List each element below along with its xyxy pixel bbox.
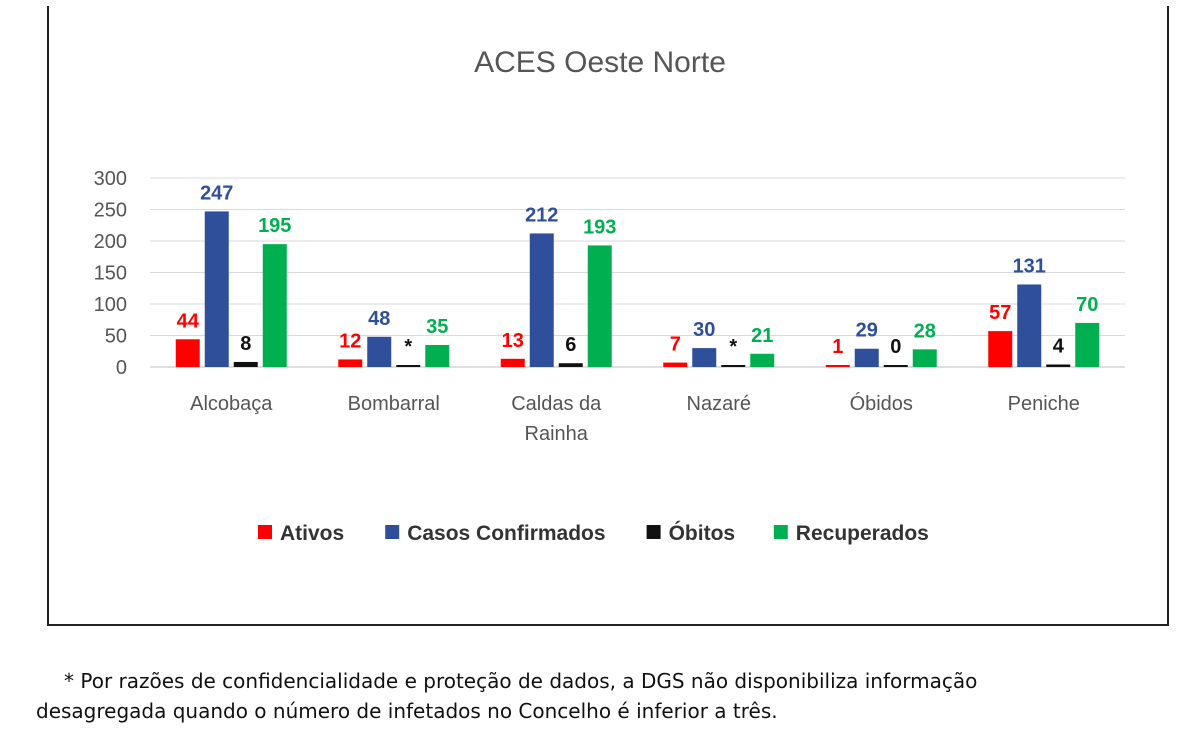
legend-label: Recuperados [796, 522, 929, 545]
data-label: 70 [1076, 294, 1098, 316]
data-label: 131 [1013, 255, 1046, 277]
data-label: 247 [200, 182, 233, 204]
data-label: 1 [832, 336, 843, 358]
data-labels: 44 247 8 195 12 48 * 35 13 212 6 193 7 30 * 21 1 29 0 28 57 1… [177, 182, 1099, 358]
bar [233, 361, 258, 367]
bar [988, 331, 1013, 367]
x-tick-label: Óbidos [850, 392, 913, 415]
data-label: 12 [339, 330, 361, 352]
bar [721, 365, 746, 367]
data-label: 28 [914, 320, 936, 342]
data-label: 193 [583, 216, 616, 238]
bar [587, 245, 612, 367]
data-label: 44 [177, 310, 200, 332]
legend-swatch [773, 525, 788, 539]
x-tick-label: Rainha [525, 423, 589, 445]
data-label: 8 [240, 333, 251, 355]
bar [338, 359, 363, 367]
data-label: 6 [565, 334, 576, 356]
legend-label: Casos Confirmados [407, 522, 605, 545]
bar [1017, 284, 1042, 367]
gridlines [150, 177, 1125, 368]
y-tick-label: 100 [94, 294, 127, 316]
data-label: 57 [989, 302, 1011, 324]
legend-swatch [258, 525, 272, 539]
bar [854, 348, 879, 367]
y-axis-ticks: 0 50 100 150 200 250 300 [94, 168, 127, 379]
data-label: * [404, 336, 412, 358]
footnote: * Por razões de confidencialidade e prot… [36, 666, 1176, 726]
bar [692, 348, 717, 367]
data-label: 30 [693, 319, 715, 341]
bar [262, 244, 287, 367]
bar [500, 358, 525, 367]
chart-frame [47, 6, 1169, 626]
legend-swatch [385, 525, 400, 539]
bar [175, 339, 200, 367]
footnote-line-1: * Por razões de confidencialidade e prot… [64, 669, 978, 693]
bars [175, 211, 1100, 367]
bar [663, 362, 688, 367]
data-label: 7 [670, 334, 681, 356]
data-label: 212 [525, 204, 558, 226]
y-tick-label: 200 [94, 231, 127, 253]
bar [425, 344, 450, 367]
x-tick-label: Caldas da [511, 393, 602, 415]
data-label: 13 [502, 330, 524, 352]
bar [1075, 322, 1100, 367]
chart-title: ACES Oeste Norte [474, 46, 726, 79]
y-tick-label: 250 [94, 200, 127, 222]
data-label: 4 [1053, 335, 1065, 357]
bar [367, 336, 392, 367]
bar [750, 353, 775, 367]
bar [883, 365, 908, 367]
bar [204, 211, 229, 367]
bar [558, 363, 583, 367]
data-label: 48 [368, 308, 390, 330]
x-axis-labels: Alcobaça Bombarral Caldas da Rainha Nazaré Ób… [190, 392, 1080, 445]
bar [529, 233, 554, 367]
bar [396, 365, 421, 367]
legend-label: Óbitos [669, 521, 736, 545]
y-tick-label: 300 [94, 168, 127, 190]
data-label: 195 [258, 215, 291, 237]
x-tick-label: Bombarral [348, 393, 440, 415]
x-tick-label: Nazaré [687, 393, 751, 415]
y-tick-label: 0 [116, 357, 127, 379]
x-tick-label: Alcobaça [190, 393, 273, 415]
bar [825, 365, 850, 367]
data-label: 0 [890, 336, 901, 358]
data-label: * [729, 336, 737, 358]
footnote-line-2: desagregada quando o número de infetados… [36, 699, 778, 723]
legend-swatch [646, 525, 661, 539]
data-label: 35 [426, 316, 448, 338]
x-tick-label: Peniche [1008, 393, 1080, 415]
legend: Ativos Casos Confirmados Óbitos Recuperados [258, 521, 929, 545]
bar [912, 349, 937, 367]
y-tick-label: 50 [105, 326, 127, 348]
data-label: 29 [856, 320, 878, 342]
data-label: 21 [751, 325, 773, 347]
legend-label: Ativos [280, 522, 344, 545]
bar [1046, 364, 1071, 367]
y-tick-label: 150 [94, 263, 127, 285]
